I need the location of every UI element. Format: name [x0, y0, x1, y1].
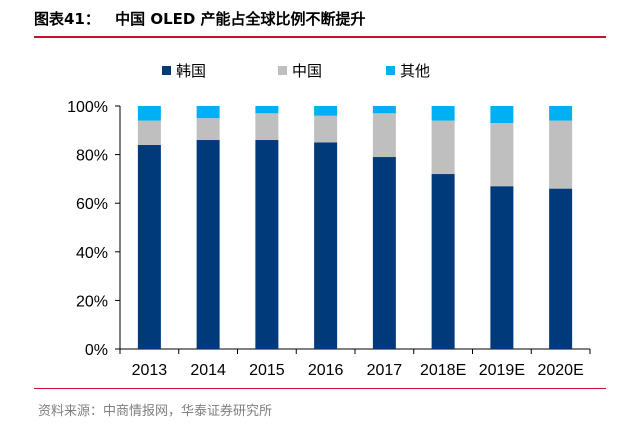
y-tick-label: 20% — [76, 293, 108, 310]
y-tick-label: 0% — [85, 342, 108, 359]
figure-title-text: 中国 OLED 产能占全球比例不断提升 — [115, 10, 366, 28]
bar-segment-2019E — [490, 123, 514, 187]
bar-segment-2013 — [137, 106, 161, 121]
x-tick-label: 2020E — [537, 362, 583, 379]
bar-segment-2016 — [314, 142, 338, 349]
bar-segment-2020E — [549, 188, 573, 349]
bar-segment-2018E — [431, 120, 455, 175]
title-divider — [34, 36, 606, 38]
figure-label: 图表41： — [34, 10, 100, 28]
bar-segment-2016 — [314, 106, 338, 116]
y-tick-label: 60% — [76, 196, 108, 213]
bar-segment-2013 — [137, 120, 161, 145]
y-tick-label: 40% — [76, 245, 108, 262]
bar-segment-2014 — [196, 140, 220, 349]
legend-swatch — [162, 66, 171, 75]
bar-segment-2017 — [372, 106, 396, 114]
x-tick-label: 2019E — [479, 362, 525, 379]
legend-label: 中国 — [292, 62, 322, 80]
bar-segment-2013 — [137, 144, 161, 349]
bar-segment-2015 — [255, 113, 279, 141]
x-tick-label: 2017 — [367, 362, 403, 379]
bar-segment-2019E — [490, 106, 514, 124]
y-tick-label: 100% — [67, 99, 108, 116]
footer-divider — [34, 388, 606, 389]
x-tick-label: 2018E — [420, 362, 466, 379]
bar-segment-2018E — [431, 106, 455, 121]
bar-segment-2018E — [431, 174, 455, 349]
x-tick-label: 2016 — [308, 362, 344, 379]
bar-segment-2014 — [196, 106, 220, 119]
source-note: 资料来源：中商情报网，华泰证券研究所 — [38, 404, 273, 419]
bar-segment-2016 — [314, 115, 338, 143]
bar-segment-2015 — [255, 140, 279, 349]
y-tick-label: 80% — [76, 148, 108, 165]
bar-segment-2015 — [255, 106, 279, 114]
bar-segment-2017 — [372, 113, 396, 158]
x-tick-label: 2014 — [190, 362, 226, 379]
x-tick-label: 2015 — [249, 362, 285, 379]
legend-swatch — [278, 66, 287, 75]
bar-segment-2019E — [490, 186, 514, 349]
figure-title: 图表41： 中国 OLED 产能占全球比例不断提升 — [34, 8, 366, 29]
bar-segment-2020E — [549, 120, 573, 189]
legend-label: 其他 — [400, 62, 430, 80]
bar-segment-2017 — [372, 157, 396, 349]
legend-label: 韩国 — [176, 62, 206, 80]
x-tick-label: 2013 — [132, 362, 168, 379]
legend-swatch — [386, 66, 395, 75]
bar-segment-2020E — [549, 106, 573, 121]
bar-segment-2014 — [196, 118, 220, 141]
